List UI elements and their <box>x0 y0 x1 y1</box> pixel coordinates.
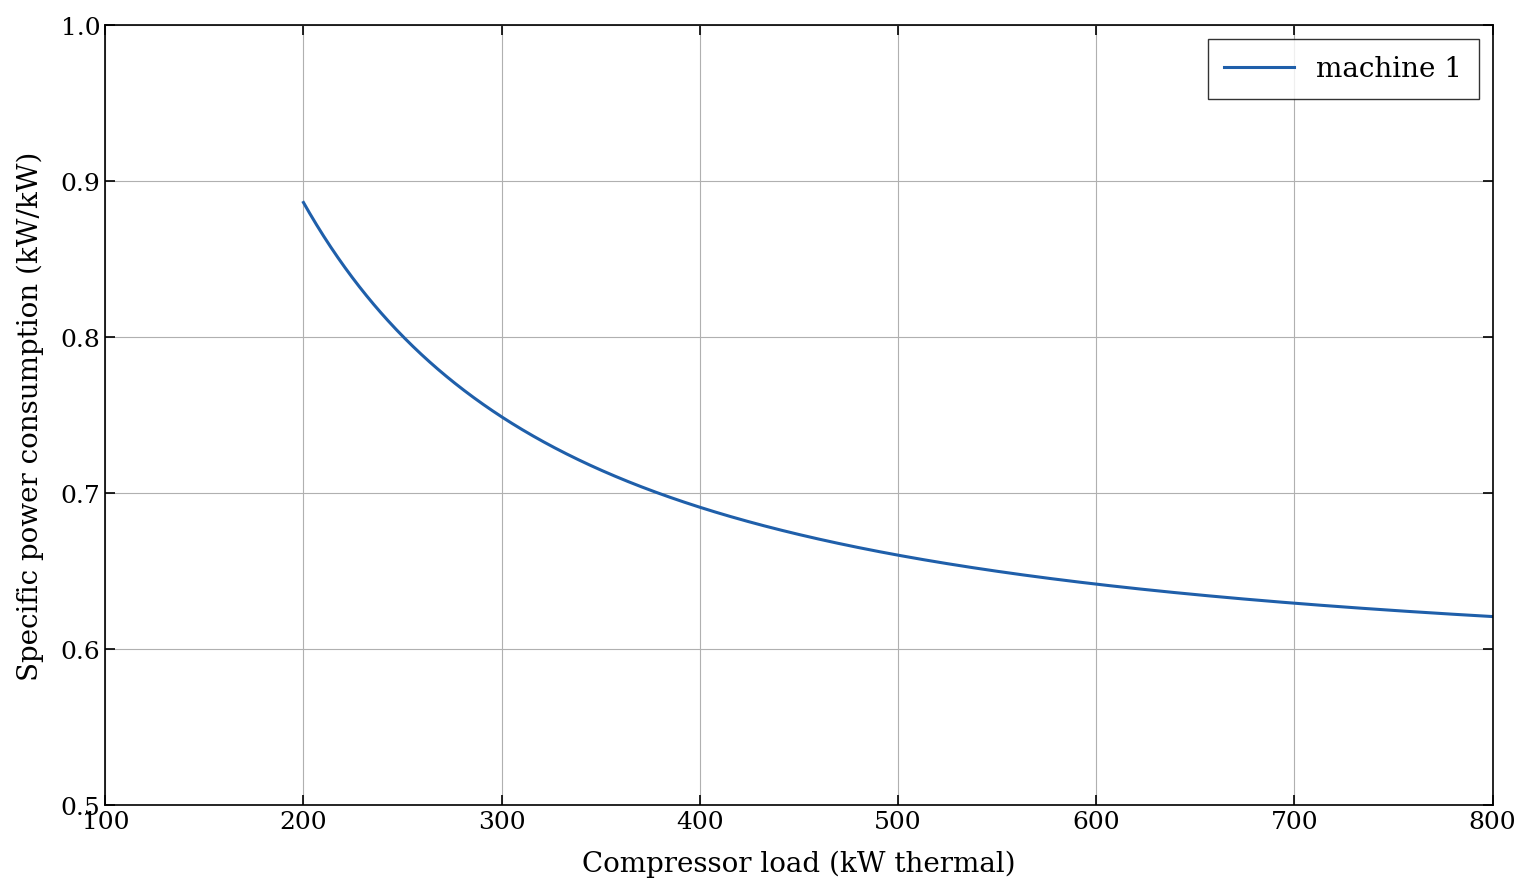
machine 1 <box>1243 595 1262 605</box>
Y-axis label: Specific power consumption (kW/kW): Specific power consumption (kW/kW) <box>17 151 44 680</box>
X-axis label: Compressor load (kW thermal): Compressor load (kW thermal) <box>583 850 1016 877</box>
machine 1 <box>415 353 434 364</box>
machine 1 <box>776 526 794 536</box>
Legend: machine 1: machine 1 <box>1208 39 1479 100</box>
machine 1 <box>819 536 837 547</box>
machine 1 <box>1222 593 1240 603</box>
machine 1 <box>1484 611 1502 622</box>
machine 1 <box>1111 582 1130 593</box>
machine 1 <box>294 198 313 208</box>
Line: machine 1: machine 1 <box>304 203 1493 617</box>
